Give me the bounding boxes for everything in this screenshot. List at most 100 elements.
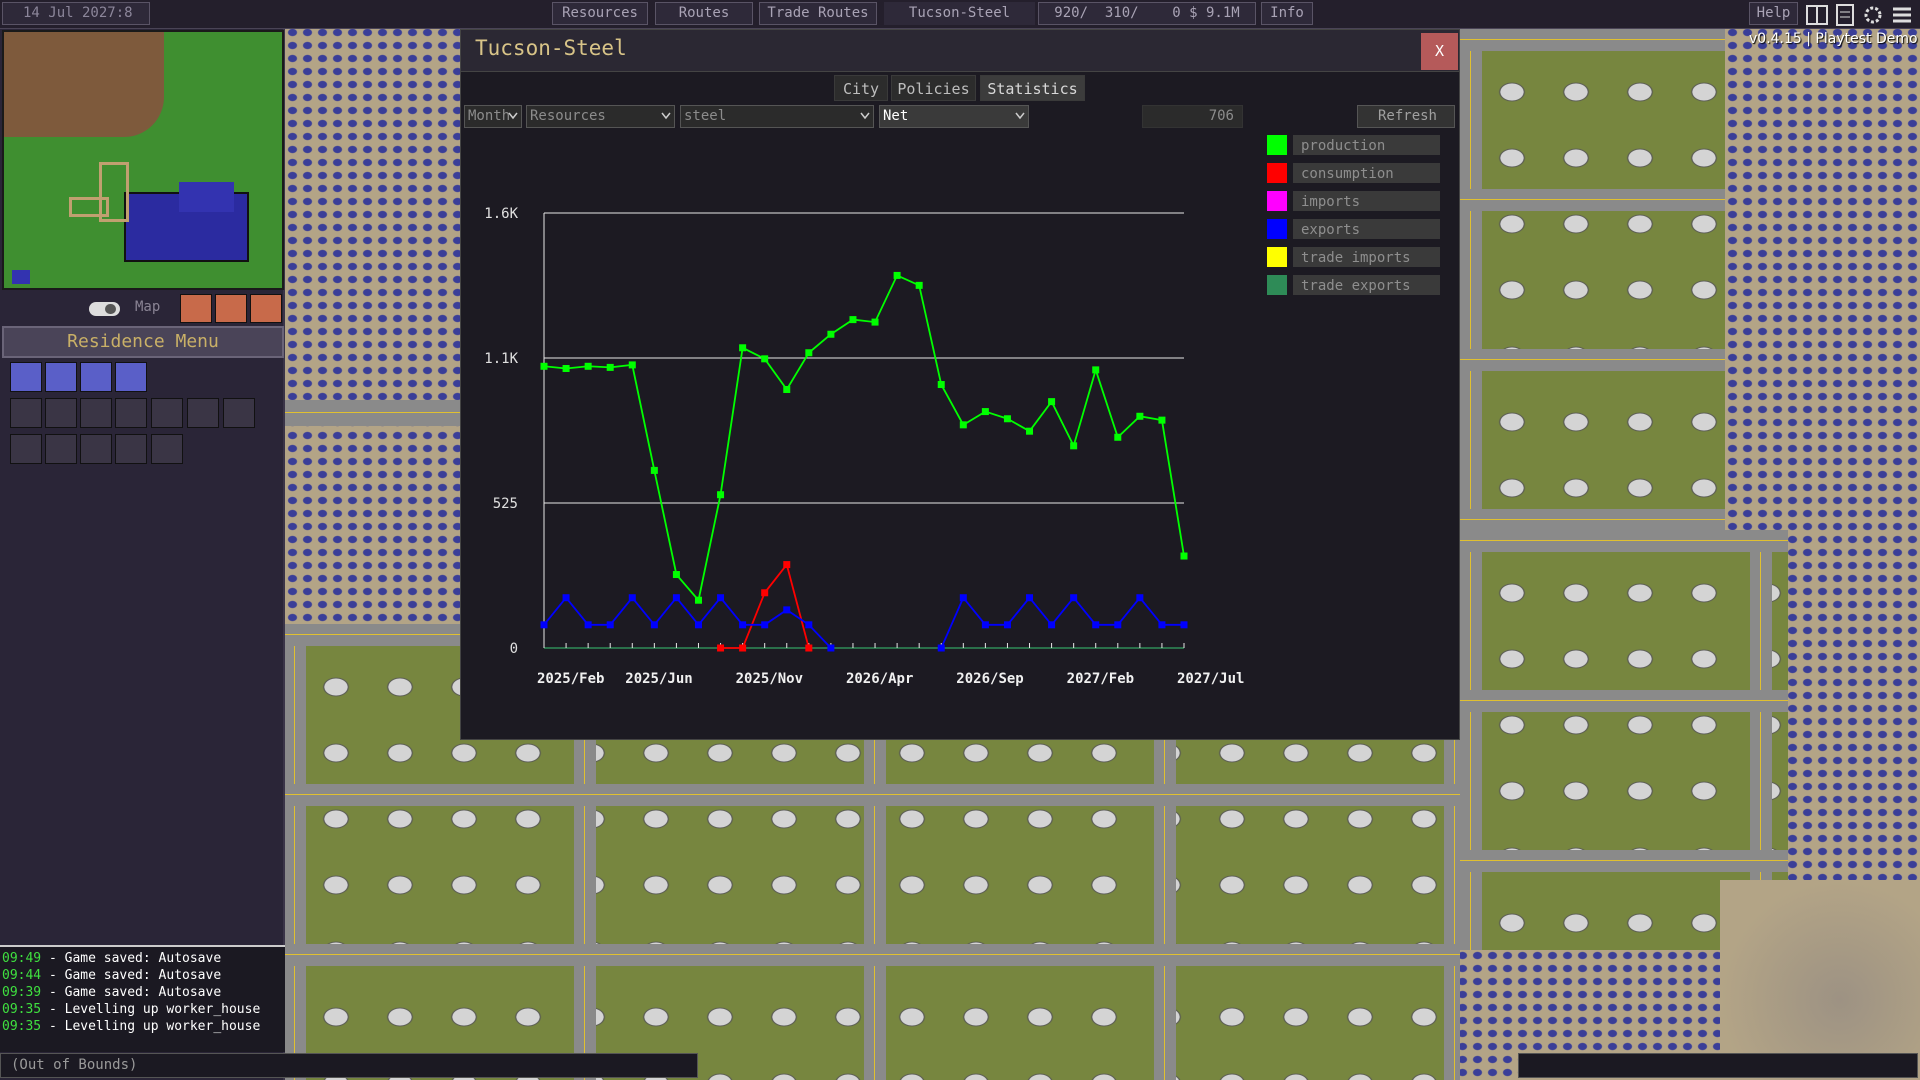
menu-icon[interactable] (187, 398, 219, 428)
menu-icon[interactable] (151, 398, 183, 428)
toggle[interactable] (89, 302, 120, 316)
dust-area (1720, 880, 1920, 1080)
minimap[interactable] (2, 30, 284, 290)
legend-label: production (1301, 138, 1385, 154)
data-point (783, 385, 791, 393)
menu-icon[interactable] (115, 362, 147, 392)
dropdown[interactable]: Net (879, 105, 1029, 128)
log-text: - Levelling up worker_house (41, 1002, 261, 1017)
x-tick-label: 2027/Feb (1067, 671, 1134, 687)
menu-icon[interactable] (45, 362, 77, 392)
data-point (717, 644, 725, 652)
data-point (1003, 621, 1011, 629)
dropdown[interactable]: Month (464, 105, 522, 128)
x-tick-label: 2025/Jun (625, 671, 692, 687)
data-point (1136, 594, 1144, 602)
menu-icon[interactable] (80, 434, 112, 464)
refresh-button[interactable]: Refresh (1357, 105, 1455, 128)
data-point (584, 621, 592, 629)
menu-icon[interactable] (10, 434, 42, 464)
data-point (1092, 621, 1100, 629)
minimap-city (12, 270, 30, 284)
tool-button[interactable] (250, 294, 282, 323)
log-line: 09:35 - Levelling up worker_house (2, 1002, 260, 1017)
legend-box (1293, 135, 1440, 155)
data-point (739, 621, 747, 629)
tab-active[interactable]: Statistics (980, 75, 1085, 101)
button[interactable]: Info (1261, 2, 1313, 25)
data-point (849, 316, 857, 324)
menu-icon[interactable] (80, 362, 112, 392)
data-point (1003, 415, 1011, 423)
date: 14 Jul 2027:8 (2, 2, 150, 25)
data-point (650, 621, 658, 629)
close-button[interactable]: X (1421, 33, 1458, 70)
legend-swatch (1267, 135, 1287, 155)
menu-icon[interactable] (45, 434, 77, 464)
value-field[interactable]: 706 (1142, 105, 1243, 128)
menu-icon[interactable] (223, 398, 255, 428)
data-point (1048, 621, 1056, 629)
data-point (628, 361, 636, 369)
data-point (959, 421, 967, 429)
button[interactable]: Resources (552, 2, 648, 25)
y-tick-label: 0 (510, 641, 518, 657)
data-point (562, 594, 570, 602)
dropdown[interactable]: steel (680, 105, 874, 128)
tab[interactable]: Policies (891, 75, 976, 101)
dropdown[interactable]: Resources (526, 105, 675, 128)
tool-button[interactable] (180, 294, 212, 323)
data-point (827, 644, 835, 652)
data-point (1092, 366, 1100, 374)
dropdown-text: steel (684, 108, 727, 124)
dropdown-text: Month (468, 108, 511, 124)
data-point (1114, 433, 1122, 441)
menu-icon[interactable] (115, 398, 147, 428)
legend-box (1293, 191, 1440, 211)
log-text: - Levelling up worker_house (41, 1019, 261, 1034)
tab[interactable]: City (834, 75, 888, 101)
menu-icon[interactable] (45, 398, 77, 428)
data-point (1114, 621, 1122, 629)
button[interactable]: Tucson-Steel (884, 2, 1035, 25)
menu-icon[interactable] (80, 398, 112, 428)
x-tick-label: 2026/Apr (846, 671, 913, 687)
data-point (1070, 594, 1078, 602)
legend-swatch (1267, 191, 1287, 211)
legend-label: exports (1301, 222, 1360, 238)
toolbar-icons[interactable] (1805, 3, 1917, 27)
legend-label: consumption (1301, 166, 1394, 182)
legend-box (1293, 275, 1440, 295)
legend-box (1293, 163, 1440, 183)
button[interactable]: Help (1749, 2, 1798, 25)
button[interactable]: Routes (655, 2, 753, 25)
data-point (672, 594, 680, 602)
button[interactable]: Trade Routes (759, 2, 877, 25)
city-block (1460, 29, 1725, 539)
data-point (805, 621, 813, 629)
menu-title: Residence Menu (2, 326, 284, 358)
data-point (1048, 398, 1056, 406)
input-bar[interactable] (1518, 1053, 1918, 1078)
tool-button[interactable] (215, 294, 247, 323)
data-point (584, 362, 592, 370)
version: v0.4.15 | Playtest Demo (1749, 31, 1918, 47)
minimap-road (69, 197, 109, 217)
log-panel (0, 945, 285, 1052)
window-title: Tucson-Steel (475, 36, 627, 60)
log-line: 09:44 - Game saved: Autosave (2, 968, 221, 983)
y-tick-label: 525 (493, 496, 518, 512)
menu-icon[interactable] (10, 362, 42, 392)
menu-icon[interactable] (151, 434, 183, 464)
arrow (860, 112, 870, 120)
series-line (720, 562, 810, 649)
menu-icon[interactable] (115, 434, 147, 464)
map-button[interactable]: Map (135, 299, 161, 315)
minimap-terrain (4, 32, 164, 137)
data-point (871, 318, 879, 326)
menu-icon[interactable] (10, 398, 42, 428)
data-point (805, 349, 813, 357)
dropdown-text: Resources (530, 108, 606, 124)
